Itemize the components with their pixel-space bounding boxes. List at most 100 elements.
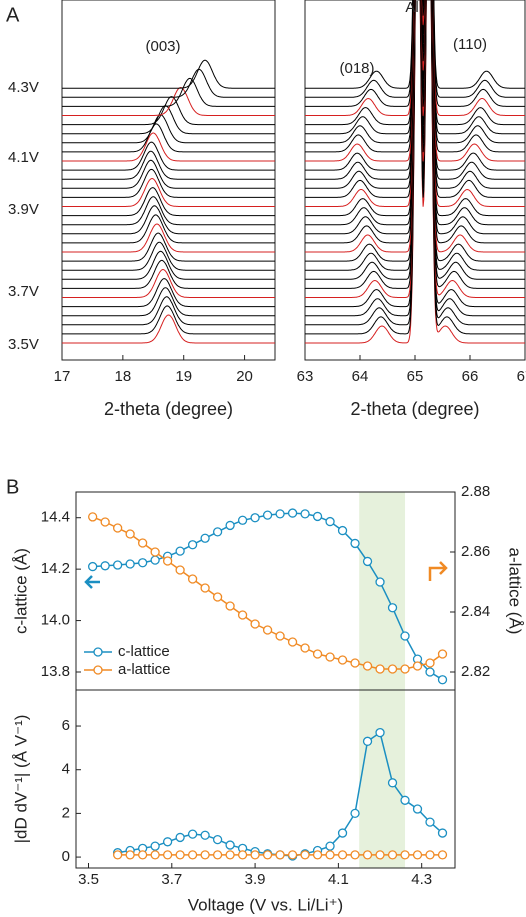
data-point bbox=[112, 850, 123, 860]
panel-label: B bbox=[6, 476, 19, 498]
data-point bbox=[200, 830, 210, 840]
shaded-region bbox=[359, 492, 406, 690]
xrd-pattern bbox=[62, 241, 275, 271]
data-point bbox=[425, 850, 435, 860]
data-point bbox=[175, 832, 185, 843]
xrd-pattern bbox=[305, 0, 525, 162]
y2-tick-label: 2.82 bbox=[461, 663, 490, 680]
data-point bbox=[237, 515, 248, 525]
data-point bbox=[350, 658, 360, 668]
data-point bbox=[412, 804, 423, 814]
xrd-pattern bbox=[62, 223, 275, 253]
data-point bbox=[88, 512, 98, 522]
data-point bbox=[375, 577, 385, 587]
legend-marker bbox=[93, 647, 103, 657]
xrd-pattern bbox=[305, 0, 525, 198]
data-point bbox=[337, 850, 348, 860]
y-tick-label: 6 bbox=[62, 717, 70, 734]
data-point bbox=[362, 556, 373, 567]
xrd-pattern bbox=[62, 278, 275, 308]
y-tick-label: 0 bbox=[62, 848, 70, 865]
x-tick-label: 19 bbox=[175, 368, 192, 385]
xrd-pattern bbox=[62, 105, 275, 135]
data-point bbox=[387, 664, 398, 674]
xrd-pattern bbox=[62, 196, 275, 226]
data-point bbox=[437, 828, 448, 838]
xrd-pattern bbox=[62, 168, 275, 198]
data-point bbox=[350, 538, 360, 549]
data-point bbox=[187, 829, 198, 839]
xrd-pattern bbox=[305, 0, 525, 235]
data-point bbox=[387, 850, 398, 860]
data-point bbox=[162, 837, 173, 847]
peak-label: (018) bbox=[339, 60, 374, 77]
xrd-pattern bbox=[62, 123, 275, 153]
shaded-region bbox=[359, 690, 406, 868]
curves bbox=[305, 0, 525, 344]
xrd-pattern bbox=[305, 0, 525, 116]
data-point bbox=[425, 667, 435, 677]
xrd-pattern bbox=[62, 259, 275, 289]
data-point bbox=[300, 643, 310, 653]
data-point bbox=[325, 652, 335, 662]
xrd-pattern bbox=[305, 0, 525, 262]
data-point bbox=[425, 817, 435, 827]
xrd-pattern bbox=[62, 77, 275, 107]
x-tick-label: 67 bbox=[517, 368, 526, 385]
data-point bbox=[212, 850, 223, 860]
xrd-pattern bbox=[305, 0, 525, 226]
x-tick-label: 4.3 bbox=[411, 871, 432, 888]
legend-label: c-lattice bbox=[118, 643, 170, 660]
y-axis-label: |dD dV⁻¹| (Å V⁻¹) bbox=[11, 715, 30, 844]
y2-axis-label: a-lattice (Å) bbox=[506, 548, 525, 635]
data-point bbox=[225, 840, 235, 850]
data-point bbox=[212, 527, 223, 537]
data-point bbox=[225, 850, 235, 860]
x-tick-label: 18 bbox=[115, 368, 132, 385]
data-point bbox=[262, 625, 273, 635]
xrd-pattern bbox=[305, 0, 525, 289]
x-tick-label: 4.1 bbox=[328, 871, 349, 888]
curves bbox=[62, 59, 275, 344]
plot-frame bbox=[61, 0, 276, 361]
data-point bbox=[350, 850, 360, 860]
x-tick-label: 17 bbox=[54, 368, 71, 385]
data-point bbox=[325, 841, 335, 851]
xrd-pattern bbox=[305, 0, 525, 144]
data-point bbox=[262, 850, 273, 860]
data-point bbox=[150, 850, 160, 860]
x-tick-label: 63 bbox=[297, 368, 314, 385]
data-point bbox=[387, 778, 398, 788]
xrd-pattern bbox=[305, 0, 525, 253]
peak-label: (110) bbox=[453, 36, 487, 53]
xrd-pattern bbox=[62, 287, 275, 317]
xrd-pattern bbox=[62, 232, 275, 262]
data-point bbox=[275, 509, 285, 519]
panel-label: A bbox=[6, 4, 20, 26]
y-tick-label: 14.0 bbox=[41, 612, 70, 629]
xrd-pattern bbox=[305, 0, 525, 271]
data-point bbox=[312, 649, 323, 659]
data-point bbox=[287, 637, 298, 647]
xrd-pattern bbox=[305, 0, 525, 180]
data-point bbox=[150, 547, 160, 557]
xrd-pattern bbox=[62, 205, 275, 235]
data-point bbox=[112, 560, 123, 570]
data-point bbox=[312, 511, 323, 522]
axis-arrow bbox=[84, 575, 100, 589]
data-point bbox=[125, 559, 135, 569]
xrd-pattern bbox=[62, 268, 275, 298]
xrd-pattern bbox=[62, 59, 275, 89]
xrd-pattern bbox=[305, 0, 525, 135]
voltage-label: 4.1V bbox=[8, 149, 39, 166]
data-point bbox=[212, 592, 223, 602]
xrd-pattern bbox=[62, 177, 275, 207]
xrd-pattern bbox=[62, 250, 275, 280]
y2-tick-label: 2.88 bbox=[461, 483, 490, 500]
data-point bbox=[400, 795, 410, 805]
xrd-pattern bbox=[62, 187, 275, 217]
data-point bbox=[125, 529, 135, 539]
data-point bbox=[187, 850, 198, 860]
data-point bbox=[287, 508, 298, 518]
voltage-label: 3.9V bbox=[8, 201, 39, 218]
